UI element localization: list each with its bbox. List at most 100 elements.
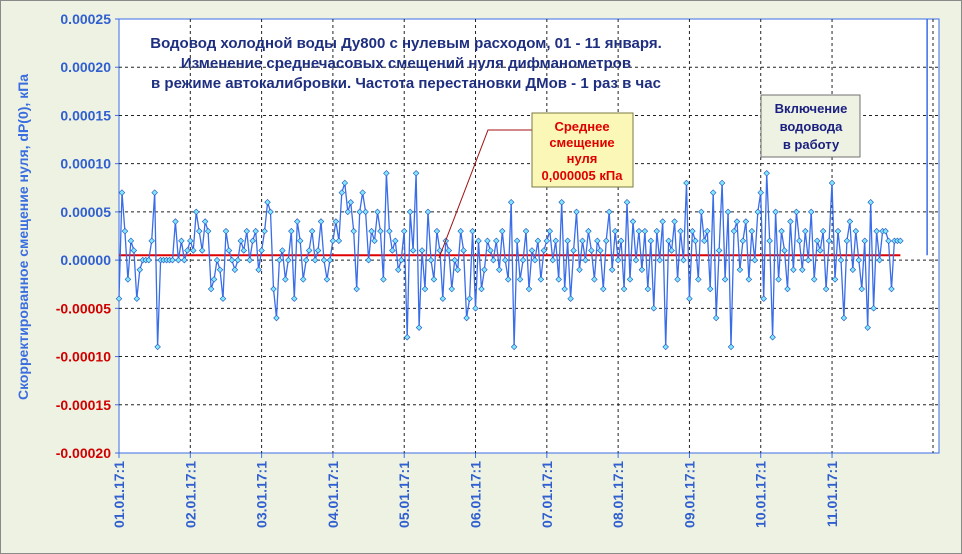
data-point xyxy=(392,237,399,245)
data-point xyxy=(537,276,545,283)
data-point xyxy=(231,266,239,273)
data-point xyxy=(629,218,637,225)
data-point xyxy=(305,247,313,254)
data-point xyxy=(852,227,860,235)
data-point xyxy=(323,276,331,283)
data-point xyxy=(558,199,565,206)
mean-callout-line-1: Среднее xyxy=(554,119,609,134)
data-point xyxy=(888,285,895,293)
series-line-group xyxy=(118,173,901,347)
data-point xyxy=(145,256,152,264)
series-markers xyxy=(115,170,904,351)
data-point xyxy=(597,247,604,254)
data-point xyxy=(671,218,678,225)
mean-callout-leader xyxy=(438,129,532,259)
data-point xyxy=(712,314,720,322)
data-point xyxy=(288,227,295,235)
data-point xyxy=(674,276,681,283)
x-tick-label: 05.01.17:1 xyxy=(396,461,412,528)
data-point xyxy=(246,256,253,264)
data-point xyxy=(398,256,405,264)
data-point xyxy=(781,247,788,254)
data-point xyxy=(329,237,337,245)
data-point xyxy=(591,276,598,283)
data-point xyxy=(707,285,714,293)
data-point xyxy=(195,227,203,235)
mean-callout-box xyxy=(531,112,634,188)
data-point xyxy=(216,266,224,273)
data-point xyxy=(635,227,643,235)
data-point xyxy=(567,295,574,302)
x-tick-label: 09.01.17:1 xyxy=(681,461,697,528)
data-point xyxy=(632,256,640,264)
y-tick-label: -0.00005 xyxy=(56,300,111,316)
x-tick-label: 07.01.17:1 xyxy=(539,461,555,528)
data-point xyxy=(187,237,194,245)
data-point xyxy=(255,266,262,273)
data-point xyxy=(644,285,652,293)
data-point xyxy=(638,266,646,273)
data-point xyxy=(623,199,631,206)
data-point xyxy=(172,218,179,225)
data-point xyxy=(540,247,548,254)
data-point xyxy=(552,237,559,245)
data-point xyxy=(276,256,283,264)
data-point xyxy=(561,285,568,293)
data-point xyxy=(834,227,842,235)
y-tick-label: 0.00010 xyxy=(60,156,111,172)
data-point xyxy=(421,285,429,293)
data-point xyxy=(154,343,161,351)
data-point xyxy=(243,227,250,235)
data-point xyxy=(677,227,684,235)
data-point xyxy=(864,324,871,331)
data-point xyxy=(210,276,218,283)
data-point xyxy=(897,237,904,245)
data-point xyxy=(793,208,800,216)
data-point xyxy=(772,208,779,216)
y-axis-ticks: 0.00025 0.00020 0.00015 0.00010 0.00005 0.000… xyxy=(56,11,119,461)
data-point xyxy=(742,218,750,225)
data-point xyxy=(603,237,610,245)
data-point xyxy=(130,247,138,254)
y-tick-label: 0.00025 xyxy=(60,11,111,27)
data-point xyxy=(282,276,289,283)
data-point xyxy=(796,237,803,245)
data-point xyxy=(715,247,723,254)
data-point xyxy=(433,227,441,235)
data-point xyxy=(775,276,782,283)
data-point xyxy=(380,276,387,283)
data-point xyxy=(285,256,292,264)
data-point xyxy=(757,189,764,196)
data-point xyxy=(564,237,571,245)
data-point xyxy=(831,276,839,283)
data-point xyxy=(790,266,797,273)
event-callout-line-2: водовода xyxy=(780,119,844,134)
data-point xyxy=(124,276,132,283)
data-point xyxy=(546,227,554,235)
data-point xyxy=(502,256,509,264)
data-point xyxy=(766,237,773,245)
data-point xyxy=(362,208,369,216)
data-point xyxy=(641,227,649,235)
data-point xyxy=(490,256,497,264)
data-point xyxy=(472,305,479,312)
data-point xyxy=(121,227,129,235)
title-line-2: Изменение среднечасовых смещений нуля ди… xyxy=(181,55,631,72)
data-point xyxy=(297,237,304,245)
data-point xyxy=(386,227,393,235)
data-point xyxy=(594,237,601,245)
data-point xyxy=(837,256,845,264)
data-point xyxy=(760,295,767,302)
data-point xyxy=(531,256,539,264)
data-point xyxy=(650,305,658,312)
data-point xyxy=(709,189,717,196)
data-point xyxy=(308,227,316,235)
data-point xyxy=(252,227,259,235)
data-point xyxy=(347,199,354,206)
data-point xyxy=(127,237,135,245)
data-point xyxy=(683,179,690,187)
y-tick-label: 0.00020 xyxy=(60,59,111,75)
data-point xyxy=(374,208,381,216)
data-point xyxy=(225,247,233,254)
data-point xyxy=(481,266,488,273)
